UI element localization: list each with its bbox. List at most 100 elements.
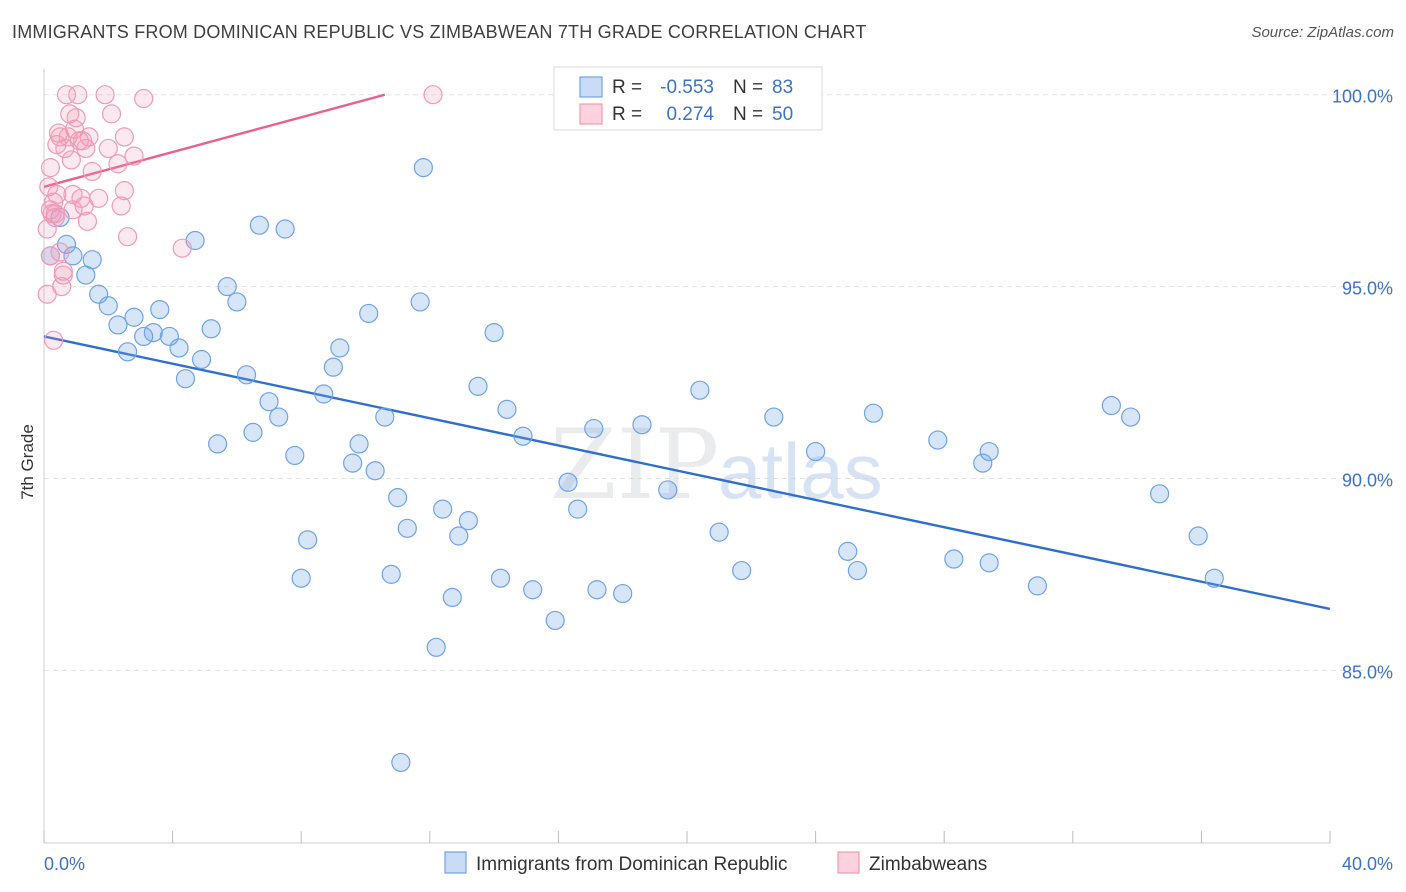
data-point [1204,568,1224,588]
data-point [410,292,430,312]
data-point [114,127,134,147]
watermark-zip: ZIP [550,409,719,521]
data-point [314,384,334,404]
bottom-legend: Immigrants from Dominican Republic Zimba… [444,851,987,875]
data-point [449,526,469,546]
data-point [134,88,154,109]
data-point [175,369,196,389]
bottom-legend-swatch-dominican [444,851,467,874]
data-point [108,315,128,335]
data-point [98,138,118,159]
data-point [76,138,96,159]
data-point [613,583,633,604]
dominican-trend-line [43,335,1331,611]
data-point [343,453,363,473]
zimbabwean-points [37,85,443,350]
data-point [40,246,61,266]
data-point [330,338,350,358]
data-point [1150,484,1170,504]
legend-r-label-1: R = [612,77,642,98]
data-point [690,380,710,400]
data-point [838,541,858,561]
data-point [388,488,408,508]
data-point [709,522,729,542]
bottom-legend-swatch-zimbabwean [837,851,860,874]
data-point [117,227,138,247]
data-point [323,357,343,377]
data-point [95,85,115,105]
data-point [249,215,270,235]
legend-n-label-1: N = [733,77,763,98]
data-point [847,560,867,581]
data-point [587,580,607,600]
data-point [82,250,102,270]
x-tick-label: 0.0% [44,854,85,874]
data-point [53,261,73,281]
y-tick-label: 95.0% [1342,279,1393,299]
data-point [805,441,826,462]
data-points [37,85,1224,773]
data-point [61,150,81,170]
data-point [275,219,295,239]
y-tick-label: 100.0% [1332,87,1393,107]
legend-n-value-2: 50 [772,104,793,125]
data-point [114,181,134,201]
data-point [944,549,964,569]
x-tick-label: 40.0% [1342,854,1393,874]
data-point [397,518,417,538]
data-point [584,418,604,439]
data-point [298,530,318,550]
data-point [101,104,122,124]
data-point [458,511,478,531]
data-point [39,177,59,197]
data-point [545,610,565,631]
data-point [117,342,138,362]
data-point [68,85,88,105]
data-point [349,434,369,454]
data-point [50,127,70,147]
data-point [269,407,289,427]
data-point [433,499,453,519]
data-point [50,242,70,262]
data-point [381,564,401,584]
data-point [169,338,189,358]
data-point [77,211,98,231]
data-point [490,568,511,588]
data-point [1101,395,1121,416]
stats-legend: R = -0.553 N = 83 R = 0.274 N = 50 [553,66,823,131]
y-axis-label: 7th Grade [18,424,37,500]
watermark-atlas: atlas [718,427,883,515]
data-point [732,560,752,581]
data-point [227,292,247,312]
data-point [40,158,61,178]
data-point [98,296,118,316]
y-tick-label: 90.0% [1342,470,1393,490]
data-point [928,430,948,450]
data-point [63,184,83,205]
chart-title: IMMIGRANTS FROM DOMINICAN REPUBLIC VS ZI… [12,22,867,42]
data-point [1121,407,1141,427]
data-point [285,445,305,466]
data-point [143,323,163,343]
data-point [150,299,170,320]
data-point [1188,526,1208,546]
data-point [45,204,65,224]
data-point [979,553,999,573]
data-point [236,365,257,385]
data-point [58,127,78,147]
data-point [863,403,884,423]
bottom-legend-label-zimbabwean: Zimbabweans [869,854,987,875]
data-point [426,637,446,657]
data-point [201,319,221,339]
data-point [191,349,212,370]
data-point [208,434,228,454]
legend-swatch-zimbabwean [579,103,603,125]
source-label: Source: ZipAtlas.com [1251,24,1394,41]
dominican-points [40,158,1224,773]
data-point [523,580,543,600]
data-point [979,441,999,462]
data-point [497,399,517,419]
data-point [413,158,433,178]
data-point [47,184,67,205]
data-point [124,146,144,166]
